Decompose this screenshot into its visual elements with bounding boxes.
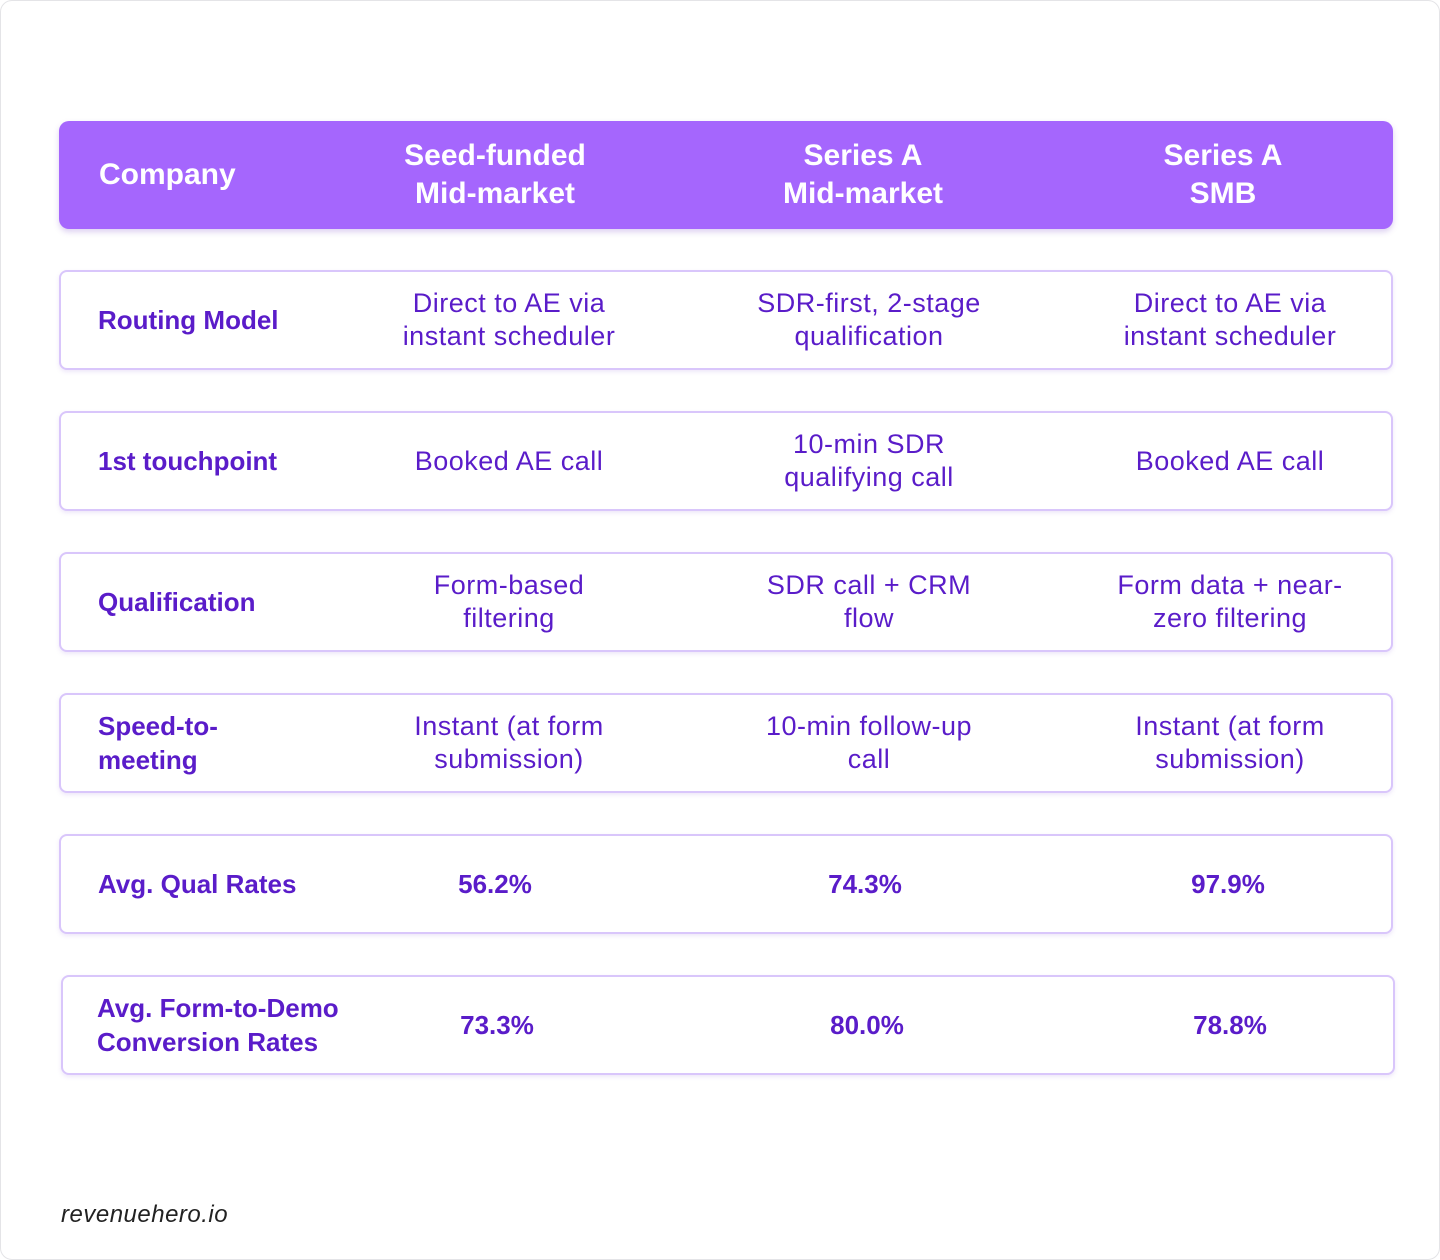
table-row-avg-qual-rates: Avg. Qual Rates 56.2% 74.3% 97.9% [59,834,1393,934]
row-value-col3: Form data + near-zero filtering [1097,554,1363,650]
table-row-speed-to-meeting: Speed-to-meeting Instant (at form submis… [59,693,1393,793]
cell-text: 10-min follow-up call [765,711,973,774]
row-value-col2: 74.3% [735,836,995,932]
header-col-seed-mid-market: Seed-funded Mid-market [359,121,631,229]
row-value-col1: Booked AE call [379,413,639,509]
cell-text: 74.3% [828,868,902,899]
header-col2-line1: Series A [803,139,923,172]
cell-text: 56.2% [458,868,532,899]
cell-text: Instant (at form submission) [1135,711,1325,774]
cell-text: SDR call + CRM flow [766,570,972,633]
row-label: Qualification [98,587,256,617]
row-value-col1: Instant (at form submission) [379,695,639,791]
header-company-label: Company [99,158,236,191]
header-col1-line2: Mid-market [414,177,576,210]
row-value-col1: Direct to AE via instant scheduler [379,272,639,368]
cell-text: Form data + near-zero filtering [1117,570,1343,633]
header-col3-line2: SMB [1189,177,1257,210]
cell-text: Direct to AE via instant scheduler [402,288,616,351]
header-col1-line1: Seed-funded [404,139,586,172]
table-row-form-to-demo: Avg. Form-to-Demo Conversion Rates 73.3%… [61,975,1395,1075]
row-value-col2: SDR-first, 2-stage qualification [739,272,999,368]
row-value-col3: 97.9% [1095,836,1361,932]
table-row-first-touchpoint: 1st touchpoint Booked AE call 10-min SDR… [59,411,1393,511]
header-col2-line2: Mid-market [782,177,944,210]
row-value-col1: 56.2% [365,836,625,932]
row-value-col2: SDR call + CRM flow [739,554,999,650]
cell-text: SDR-first, 2-stage qualification [757,288,981,351]
footer-brand: revenuehero.io [61,1201,229,1228]
header-company: Company [99,121,359,229]
row-value-col1: Form-based filtering [379,554,639,650]
row-label: Routing Model [98,305,279,335]
row-value-col2: 10-min SDR qualifying call [739,413,999,509]
cell-text: 10-min SDR qualifying call [784,429,954,492]
row-value-col2: 10-min follow-up call [739,695,999,791]
cell-text: 97.9% [1191,868,1265,899]
row-label: Avg. Form-to-Demo Conversion Rates [97,993,339,1057]
row-label: Avg. Qual Rates [98,869,297,899]
cell-text: 78.8% [1193,1009,1267,1040]
row-value-col3: Instant (at form submission) [1097,695,1363,791]
cell-text: Instant (at form submission) [414,711,604,774]
header-col-series-a-mid-market: Series A Mid-market [729,121,997,229]
cell-text: Direct to AE via instant scheduler [1123,288,1337,351]
header-col-series-a-smb: Series A SMB [1089,121,1357,229]
cell-text: 80.0% [830,1009,904,1040]
cell-text: Form-based filtering [433,570,585,633]
table-row-qualification: Qualification Form-based filtering SDR c… [59,552,1393,652]
header-col3-line1: Series A [1163,139,1283,172]
row-label: Speed-to-meeting [98,711,218,775]
table-row-routing-model: Routing Model Direct to AE via instant s… [59,270,1393,370]
row-value-col1: 73.3% [367,977,627,1073]
row-label: 1st touchpoint [98,446,278,476]
table-header: Company Seed-funded Mid-market Series A … [59,121,1393,229]
cell-text: 73.3% [460,1009,534,1040]
row-value-col3: 78.8% [1097,977,1363,1073]
cell-text: Booked AE call [414,445,604,476]
row-value-col3: Direct to AE via instant scheduler [1097,272,1363,368]
row-value-col3: Booked AE call [1097,413,1363,509]
row-value-col2: 80.0% [737,977,997,1073]
cell-text: Booked AE call [1135,445,1325,476]
